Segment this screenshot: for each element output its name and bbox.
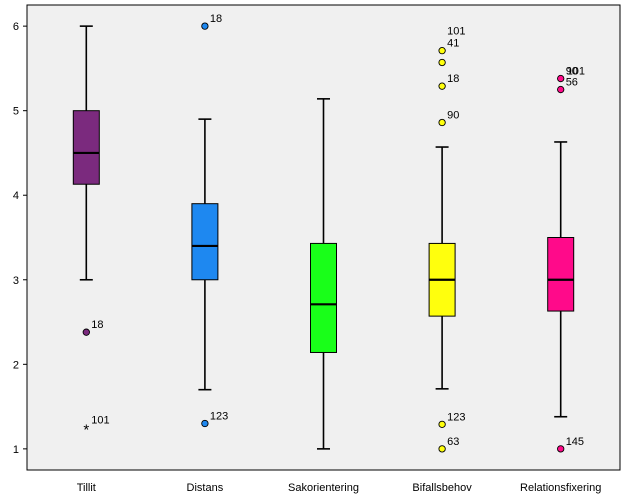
outlier-point [438,118,446,127]
outlier-label: 63 [447,436,459,448]
outlier-label: 101 [91,415,109,427]
y-tick-label: 5 [13,106,19,118]
x-tick-label: Relationsfixering [520,482,601,494]
outlier-extreme-marker: * [83,422,89,439]
box-iqr [72,110,100,185]
outlier-label: 90 [566,66,578,78]
outlier-label: 123 [210,411,228,423]
outlier-label: 56 [566,77,578,89]
outlier-point [438,420,446,428]
x-axis: Tillit Distans Sakorientering Bifallsbehov R… [77,482,602,494]
box-sakorientering [310,98,337,450]
x-tick-label: Bifallsbehov [412,482,472,494]
outlier-point [438,445,446,453]
outlier-point [201,22,209,30]
outlier-label: 101 [447,26,465,38]
outlier-label: 123 [447,411,465,423]
outlier-point [438,47,446,55]
outlier-label: 18 [447,73,459,85]
y-tick-label: 6 [13,21,19,33]
outlier-point [438,82,446,90]
outlier-point [557,85,565,94]
box-distans: 18 123 [191,13,228,428]
y-tick-label: 3 [13,275,19,287]
outlier-point [557,445,565,453]
outlier-label: 41 [447,38,459,50]
outlier-point [82,328,90,336]
y-axis: 1 2 3 4 5 6 [13,21,27,456]
outlier-point [557,74,565,83]
outlier-point [201,419,209,428]
outlier-label: 101 [567,66,585,78]
box-bifallsbehov: 41 18 90 123 63 [428,38,465,453]
y-tick-label: 2 [13,359,19,371]
outlier-label: 90 [447,110,459,122]
y-tick-label: 4 [13,190,19,202]
box-tillit: 18 *101 [72,25,110,439]
outlier-label: 18 [91,319,103,331]
box-iqr [191,203,219,281]
x-tick-label: Sakorientering [288,482,359,494]
x-tick-label: Tillit [77,482,96,494]
y-tick-label: 1 [13,444,19,456]
outlier-label: 18 [210,13,222,25]
box-iqr [547,237,575,312]
x-tick-label: Distans [187,482,224,494]
outlier-label: 145 [566,436,584,448]
outlier-point [438,58,446,67]
box-iqr [310,242,337,353]
